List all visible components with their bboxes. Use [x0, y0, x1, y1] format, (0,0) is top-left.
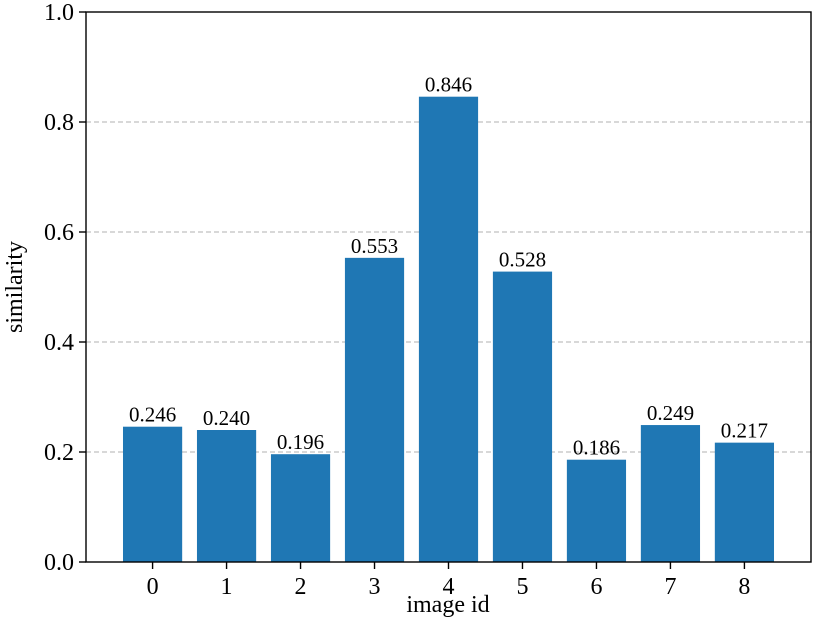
bar-8 — [714, 442, 775, 562]
bar-value-label: 0.240 — [203, 406, 250, 430]
x-tick-label: 3 — [369, 574, 381, 600]
y-axis-ticks: 0.0 0.2 0.4 0.6 0.8 1.0 — [44, 0, 86, 576]
y-tick-label: 0.8 — [44, 110, 74, 136]
bar-3 — [344, 257, 405, 562]
bar-value-labels: 0.246 0.240 0.196 0.553 0.846 0.528 0.186 0.249… — [129, 73, 768, 460]
bar-value-label: 0.553 — [351, 234, 398, 258]
y-tick-label: 1.0 — [44, 0, 74, 26]
x-axis-ticks: 0 1 2 3 4 5 6 7 8 — [147, 562, 750, 600]
bar-6 — [566, 459, 627, 562]
x-tick-label: 0 — [147, 574, 159, 600]
x-tick-label: 8 — [738, 574, 750, 600]
bar-value-label: 0.217 — [721, 419, 768, 443]
bar-value-label: 0.196 — [277, 430, 324, 454]
bar-1 — [196, 430, 257, 562]
x-tick-label: 2 — [295, 574, 307, 600]
x-tick-label: 6 — [590, 574, 602, 600]
bar-value-label: 0.186 — [573, 436, 620, 460]
bars — [122, 96, 775, 562]
bar-0 — [122, 426, 183, 562]
y-tick-label: 0.4 — [44, 330, 74, 356]
bar-7 — [640, 425, 701, 562]
y-tick-label: 0.2 — [44, 440, 74, 466]
x-tick-label: 4 — [443, 574, 455, 600]
bar-value-label: 0.528 — [499, 248, 546, 272]
x-tick-label: 5 — [516, 574, 528, 600]
x-tick-label: 7 — [664, 574, 676, 600]
y-axis-label: similarity — [2, 241, 28, 333]
bar-5 — [492, 271, 553, 562]
x-tick-label: 1 — [221, 574, 233, 600]
y-tick-label: 0.0 — [44, 550, 74, 576]
bar-2 — [270, 454, 331, 562]
bar-4 — [418, 96, 479, 562]
x-axis-label: image id — [406, 592, 489, 618]
y-tick-label: 0.6 — [44, 220, 74, 246]
bar-value-label: 0.246 — [129, 403, 176, 427]
bar-value-label: 0.846 — [425, 73, 472, 97]
bar-value-label: 0.249 — [647, 401, 694, 425]
